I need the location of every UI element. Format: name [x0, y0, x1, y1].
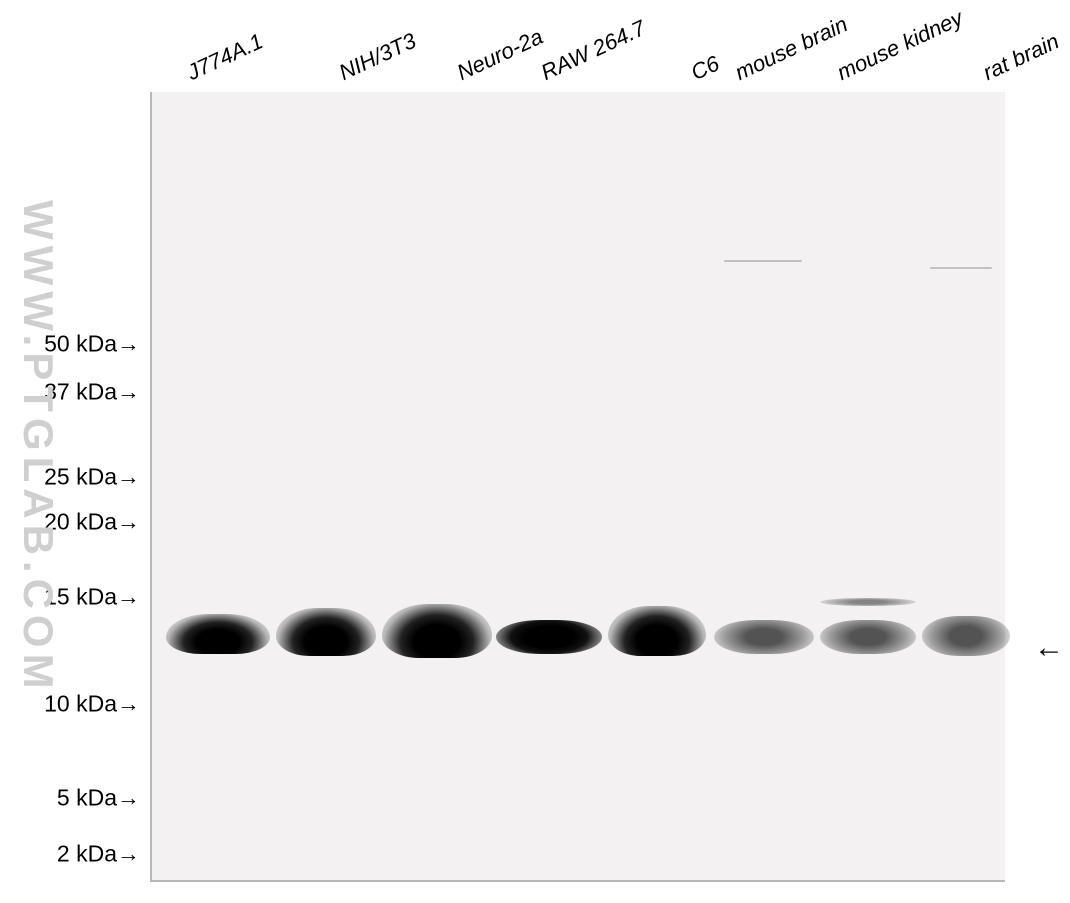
marker-label: 5 kDa→	[57, 785, 140, 812]
watermark: WWW.PTGLAB.COM	[14, 200, 62, 695]
blot-artifact	[930, 267, 992, 269]
sample-label: RAW 264.7	[537, 15, 650, 86]
blot-artifact	[724, 260, 802, 262]
figure-container: WWW.PTGLAB.COM J774A.1 NIH/3T3 Neuro-2aRAW…	[0, 0, 1070, 903]
blot-band	[496, 620, 602, 654]
blot-band	[922, 616, 1010, 656]
blot-band	[714, 620, 814, 654]
band-arrow-icon: ←	[1034, 633, 1064, 663]
sample-label: mouse brain	[731, 11, 852, 86]
blot-band	[382, 604, 492, 658]
sample-label: J774A.1	[183, 28, 267, 86]
blot-image-area	[150, 92, 1005, 882]
sample-label: mouse kidney	[833, 5, 967, 86]
blot-band	[166, 614, 270, 654]
blot-band-faint	[820, 598, 916, 606]
sample-label: C6	[687, 51, 723, 86]
blot-band	[820, 620, 916, 654]
sample-label: rat brain	[979, 28, 1063, 86]
sample-label: NIH/3T3	[335, 28, 420, 86]
blot-band	[608, 606, 706, 656]
sample-label: Neuro-2a	[453, 24, 547, 86]
blot-band	[276, 608, 376, 656]
marker-label: 2 kDa→	[57, 841, 140, 868]
sample-labels-row: J774A.1 NIH/3T3 Neuro-2aRAW 264.7 C6mouse b…	[150, 0, 1005, 92]
